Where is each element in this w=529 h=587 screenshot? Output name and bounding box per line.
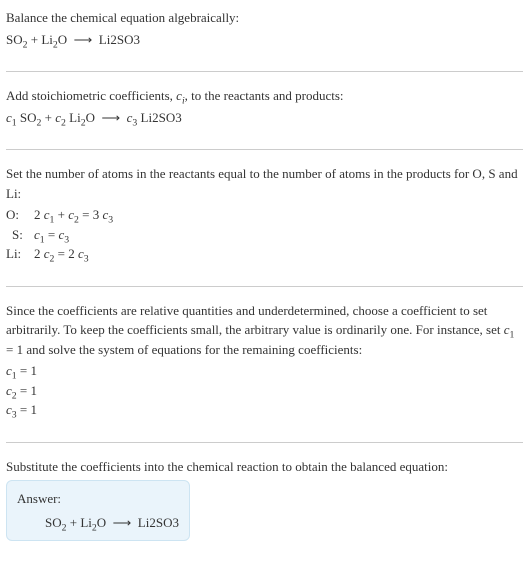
substitute-text: Substitute the coefficients into the che… xyxy=(6,457,523,477)
coefficient-solutions: c1 = 1 c2 = 1 c3 = 1 xyxy=(6,361,523,420)
section-add-coefficients: Add stoichiometric coefficients, ci, to … xyxy=(6,86,523,131)
atom-balance-text: Set the number of atoms in the reactants… xyxy=(6,164,523,203)
equation-with-coeffs: c1 SO2 + c2 Li2O ⟶ c3 Li2SO3 xyxy=(6,108,523,128)
equation-unbalanced: SO2 + Li2O ⟶ Li2SO3 xyxy=(6,30,523,50)
section-substitute: Substitute the coefficients into the che… xyxy=(6,457,523,546)
answer-box: Answer: SO2 + Li2O ⟶ Li2SO3 xyxy=(6,480,190,541)
divider xyxy=(6,149,523,150)
answer-label: Answer: xyxy=(17,489,179,509)
section-atom-balance: Set the number of atoms in the reactants… xyxy=(6,164,523,268)
coeff-value: c3 = 1 xyxy=(6,400,523,420)
coeff-value: c2 = 1 xyxy=(6,381,523,401)
atom-label: Li: xyxy=(6,244,34,264)
atom-row: Li: 2 c2 = 2 c3 xyxy=(6,244,523,264)
divider xyxy=(6,442,523,443)
atom-equation: c1 = c3 xyxy=(34,225,69,245)
section-balance-intro: Balance the chemical equation algebraica… xyxy=(6,8,523,53)
atom-label: S: xyxy=(6,225,34,245)
answer-equation: SO2 + Li2O ⟶ Li2SO3 xyxy=(17,513,179,533)
section-solve: Since the coefficients are relative quan… xyxy=(6,301,523,424)
atom-equation: 2 c2 = 2 c3 xyxy=(34,244,89,264)
atom-row: S: c1 = c3 xyxy=(6,225,523,245)
intro-text: Balance the chemical equation algebraica… xyxy=(6,8,523,28)
solve-text: Since the coefficients are relative quan… xyxy=(6,301,523,360)
atom-equation: 2 c1 + c2 = 3 c3 xyxy=(34,205,113,225)
atom-label: O: xyxy=(6,205,34,225)
atom-equations-table: O: 2 c1 + c2 = 3 c3 S: c1 = c3 Li: 2 c2 … xyxy=(6,205,523,264)
divider xyxy=(6,286,523,287)
coeff-text: Add stoichiometric coefficients, ci, to … xyxy=(6,86,523,106)
coeff-value: c1 = 1 xyxy=(6,361,523,381)
divider xyxy=(6,71,523,72)
atom-row: O: 2 c1 + c2 = 3 c3 xyxy=(6,205,523,225)
